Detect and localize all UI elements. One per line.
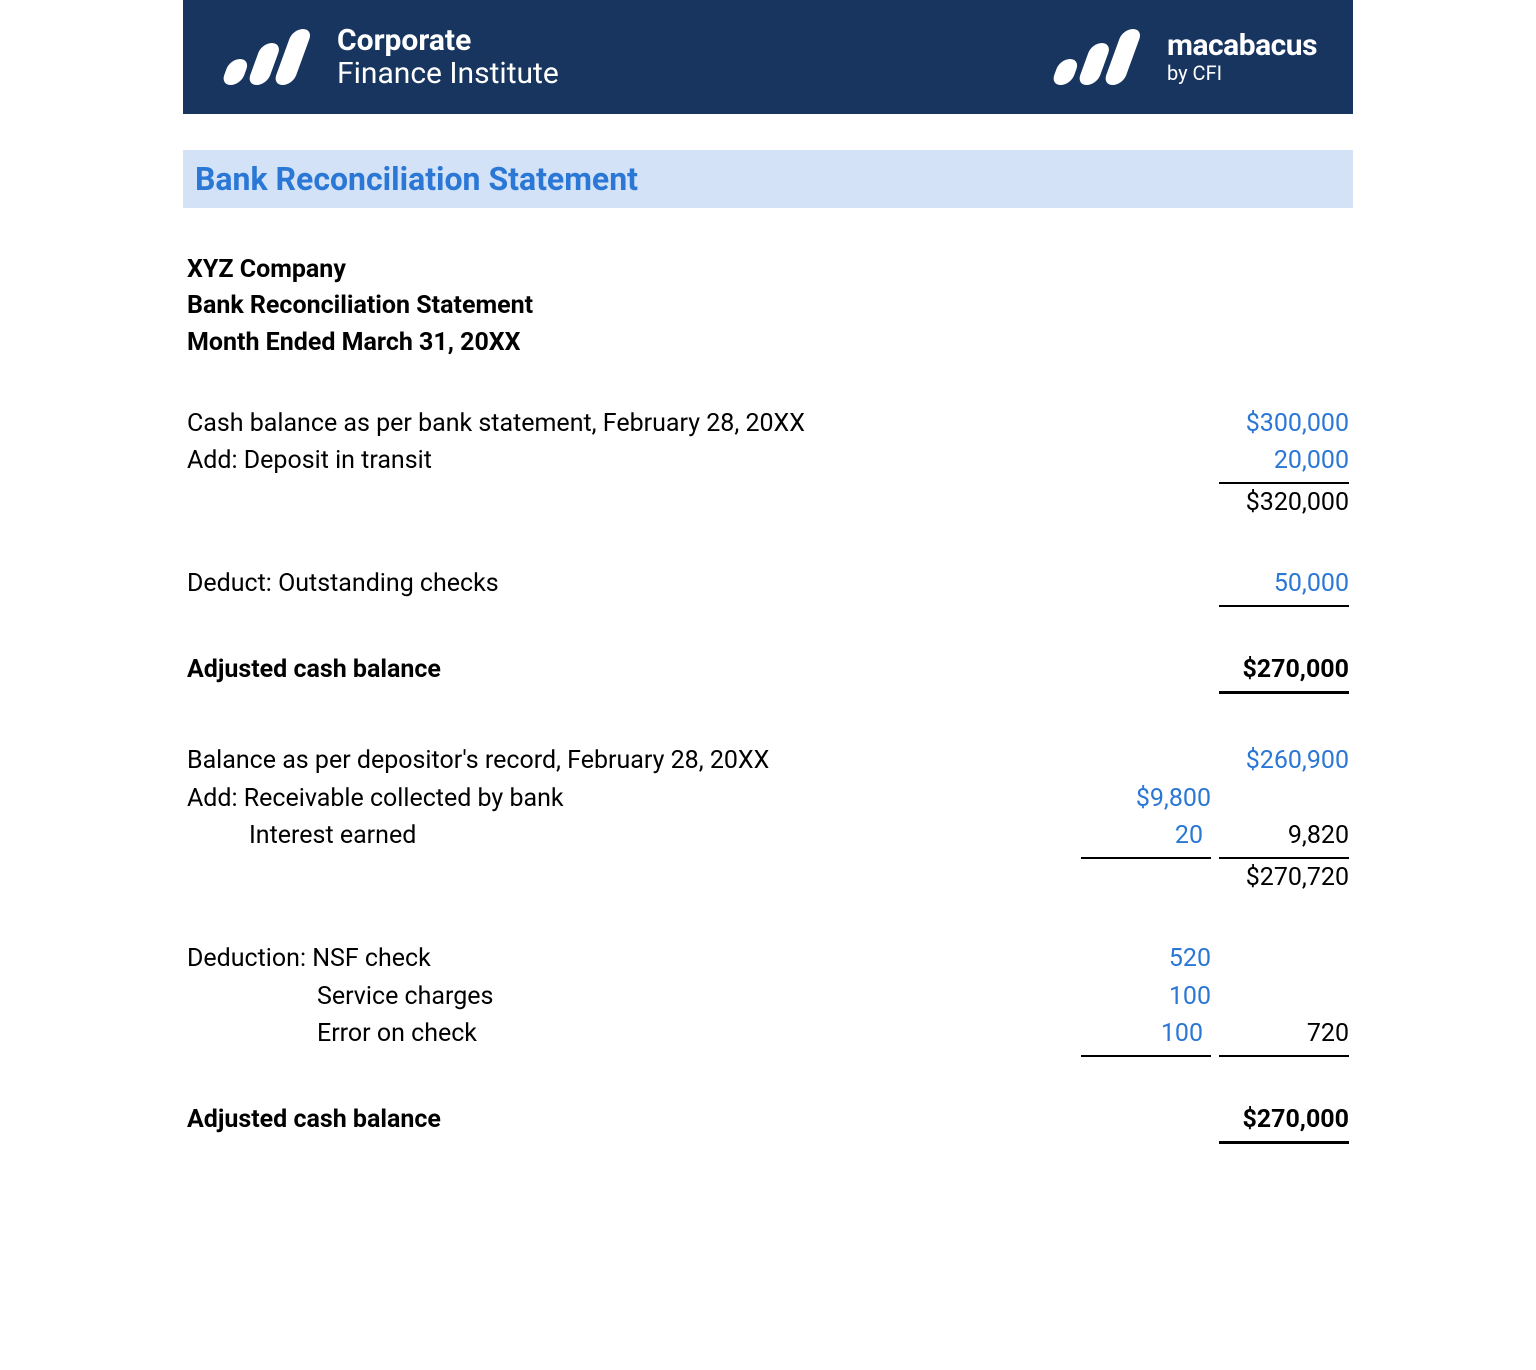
mid-value: 100	[1081, 1015, 1211, 1057]
row-bank-subtotal: $320,000	[187, 484, 1349, 522]
document-page: Corporate Finance Institute macabacus by…	[183, 0, 1353, 1144]
label: Balance as per depositor's record, Febru…	[187, 742, 1089, 780]
value: $270,000	[1219, 651, 1349, 695]
row-book-subtotal: $270,720	[187, 859, 1349, 897]
value: 9,820	[1219, 817, 1349, 859]
value: $270,000	[1219, 1101, 1349, 1145]
logo-macabacus: macabacus by CFI	[1049, 29, 1317, 85]
logo-macabacus-text: macabacus by CFI	[1167, 31, 1317, 83]
company-name: XYZ Company	[187, 252, 1349, 288]
logo-brand: macabacus	[1167, 31, 1317, 61]
logo-line1: Corporate	[337, 24, 559, 57]
row-book-deduct2: Service charges 100	[187, 978, 1349, 1016]
logo-line2: Finance Institute	[337, 57, 559, 90]
title-bar: Bank Reconciliation Statement	[183, 150, 1353, 208]
label: Service charges	[187, 978, 1089, 1016]
label: Add: Deposit in transit	[187, 442, 1089, 480]
row-book-adjusted: Adjusted cash balance $270,000	[187, 1101, 1349, 1145]
row-bank-adjusted: Adjusted cash balance $270,000	[187, 651, 1349, 695]
label: Error on check	[187, 1015, 1081, 1053]
label: Cash balance as per bank statement, Febr…	[187, 405, 1089, 443]
label: Add: Receivable collected by bank	[187, 780, 1089, 818]
row-bank-deduct: Deduct: Outstanding checks 50,000	[187, 565, 1349, 607]
label: Interest earned	[187, 817, 1081, 855]
value: $270,720	[1219, 859, 1349, 897]
logo-sub: by CFI	[1167, 63, 1317, 83]
mid-value: 100	[1089, 978, 1219, 1016]
row-book-add1: Add: Receivable collected by bank $9,800	[187, 780, 1349, 818]
label: Deduction: NSF check	[187, 940, 1089, 978]
row-book-deduct1: Deduction: NSF check 520	[187, 940, 1349, 978]
value: $260,900	[1219, 742, 1349, 780]
logo-cfi-text: Corporate Finance Institute	[337, 24, 559, 90]
logo-cfi: Corporate Finance Institute	[219, 24, 559, 90]
document-header: XYZ Company Bank Reconciliation Statemen…	[183, 252, 1353, 361]
statement-body: Cash balance as per bank statement, Febr…	[183, 405, 1353, 1145]
value: 20,000	[1219, 442, 1349, 484]
row-book-add2: Interest earned 20 9,820	[187, 817, 1349, 859]
value: $300,000	[1219, 405, 1349, 443]
mid-value: 20	[1081, 817, 1211, 859]
bars-icon	[219, 29, 319, 85]
title-text: Bank Reconciliation Statement	[195, 160, 638, 198]
label: Adjusted cash balance	[187, 1101, 1089, 1139]
mid-value: 520	[1089, 940, 1219, 978]
doc-period: Month Ended March 31, 20XX	[187, 325, 1349, 361]
mid-value: $9,800	[1089, 780, 1219, 818]
doc-subtitle: Bank Reconciliation Statement	[187, 288, 1349, 324]
value: 720	[1219, 1015, 1349, 1057]
row-bank-opening: Cash balance as per bank statement, Febr…	[187, 405, 1349, 443]
header-banner: Corporate Finance Institute macabacus by…	[183, 0, 1353, 114]
row-book-opening: Balance as per depositor's record, Febru…	[187, 742, 1349, 780]
value: 50,000	[1219, 565, 1349, 607]
row-bank-add: Add: Deposit in transit 20,000	[187, 442, 1349, 484]
row-book-deduct3: Error on check 100 720	[187, 1015, 1349, 1057]
bars-icon	[1049, 29, 1149, 85]
label: Deduct: Outstanding checks	[187, 565, 1089, 603]
value: $320,000	[1219, 484, 1349, 522]
label: Adjusted cash balance	[187, 651, 1089, 689]
